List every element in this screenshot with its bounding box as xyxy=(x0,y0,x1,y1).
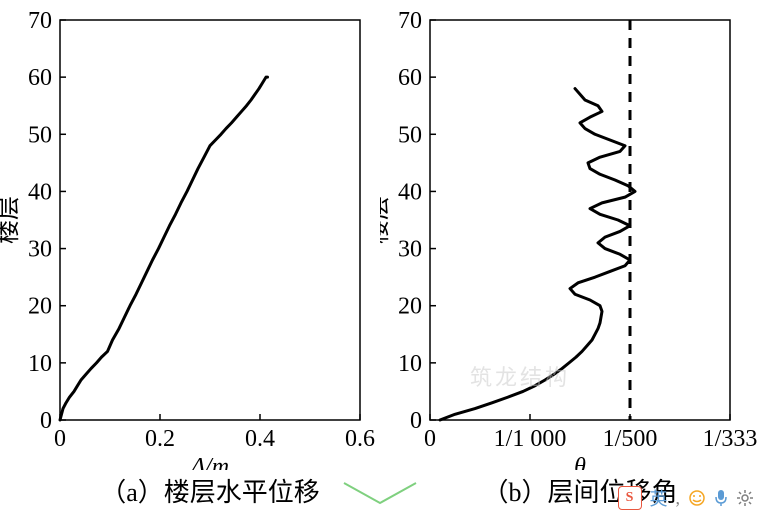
ytick-label: 10 xyxy=(398,351,422,377)
ime-lang-toggle[interactable]: 英 xyxy=(650,485,668,511)
ytick-label: 0 xyxy=(40,408,52,434)
comma-icon[interactable]: , xyxy=(676,488,681,509)
xtick-label: 1/500 xyxy=(603,426,658,452)
xlabel: θ xyxy=(574,454,586,470)
mic-icon[interactable] xyxy=(714,489,728,507)
panel-a-svg: 0 0.2 0.4 0.6 0 10 20 30 40 50 60 70 Δ/m 楼层 xyxy=(0,0,380,470)
ytick-label: 70 xyxy=(398,8,422,34)
ytick-label: 40 xyxy=(398,179,422,205)
xtick-label: 0 xyxy=(424,426,436,452)
ylabel: 楼层 xyxy=(0,196,22,244)
ytick-label: 20 xyxy=(398,294,422,320)
ime-toolbar: S 英 , xyxy=(618,485,755,511)
xtick-label: 0 xyxy=(54,426,66,452)
xtick-label: 0.2 xyxy=(145,426,175,452)
ytick-label: 60 xyxy=(28,65,52,91)
caption-a: （a）楼层水平位移 xyxy=(60,472,360,509)
ytick-label: 60 xyxy=(398,65,422,91)
ytick-label: 40 xyxy=(28,179,52,205)
plot-frame xyxy=(430,20,730,420)
smile-icon[interactable] xyxy=(688,489,706,507)
ytick-label: 0 xyxy=(410,408,422,434)
xtick-label: 0.4 xyxy=(245,426,275,452)
data-series xyxy=(440,89,635,420)
plot-frame xyxy=(60,20,360,420)
xlabel: Δ/m xyxy=(190,454,229,470)
ime-badge[interactable]: S xyxy=(618,486,642,510)
xtick-label: 1/1 000 xyxy=(494,426,567,452)
ytick-label: 70 xyxy=(28,8,52,34)
ytick-label: 30 xyxy=(398,237,422,263)
ytick-label: 10 xyxy=(28,351,52,377)
xtick-label: 0.6 xyxy=(345,426,375,452)
ylabel: 楼层 xyxy=(380,196,392,244)
ytick-label: 50 xyxy=(28,122,52,148)
panel-b-svg: 0 1/1 000 1/500 1/333 0 10 20 30 40 50 60 70 θ 楼层 xyxy=(380,0,760,470)
xtick-label: 1/333 xyxy=(703,426,758,452)
gear-icon[interactable] xyxy=(736,489,754,507)
ytick-label: 30 xyxy=(28,237,52,263)
ytick-label: 20 xyxy=(28,294,52,320)
ytick-label: 50 xyxy=(398,122,422,148)
data-series xyxy=(60,77,268,420)
figure-container: 0 0.2 0.4 0.6 0 10 20 30 40 50 60 70 Δ/m 楼层 0 1/1 000 1… xyxy=(0,0,760,517)
